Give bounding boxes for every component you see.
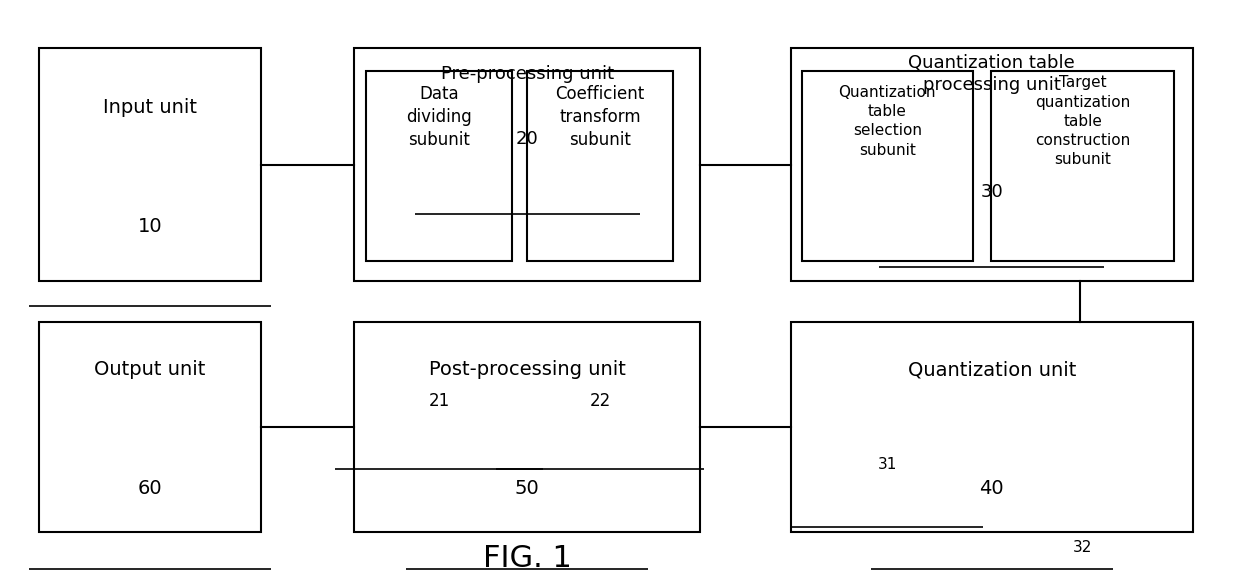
Text: 30: 30 (981, 183, 1003, 202)
Text: Coefficient
transform
subunit: Coefficient transform subunit (556, 85, 645, 149)
Bar (791, 48, 1193, 281)
Text: 20: 20 (516, 130, 538, 148)
Text: 22: 22 (589, 393, 611, 410)
Text: 50: 50 (515, 479, 539, 498)
Text: Output unit: Output unit (94, 360, 206, 380)
Bar (791, 322, 1193, 532)
Bar (38, 322, 262, 532)
Text: Pre-processing unit: Pre-processing unit (440, 65, 614, 83)
Text: Quantization
table
selection
subunit: Quantization table selection subunit (838, 85, 936, 158)
Text: Quantization unit: Quantization unit (908, 360, 1076, 380)
Text: 40: 40 (980, 479, 1004, 498)
Text: Data
dividing
subunit: Data dividing subunit (407, 85, 472, 149)
Text: Post-processing unit: Post-processing unit (429, 360, 626, 380)
Bar (991, 71, 1174, 261)
Text: Target
quantization
table
construction
subunit: Target quantization table construction s… (1035, 76, 1131, 167)
Bar (353, 48, 701, 281)
Text: 31: 31 (878, 457, 897, 472)
Bar (38, 48, 262, 281)
Bar (527, 71, 673, 261)
Text: 10: 10 (138, 217, 162, 236)
Bar (802, 71, 972, 261)
Text: 21: 21 (429, 393, 450, 410)
Text: Input unit: Input unit (103, 98, 197, 117)
Text: 32: 32 (1073, 540, 1092, 556)
Bar (366, 71, 512, 261)
Text: Quantization table
processing unit: Quantization table processing unit (909, 54, 1075, 94)
Bar (353, 322, 701, 532)
Text: 60: 60 (138, 479, 162, 498)
Text: FIG. 1: FIG. 1 (482, 544, 572, 573)
